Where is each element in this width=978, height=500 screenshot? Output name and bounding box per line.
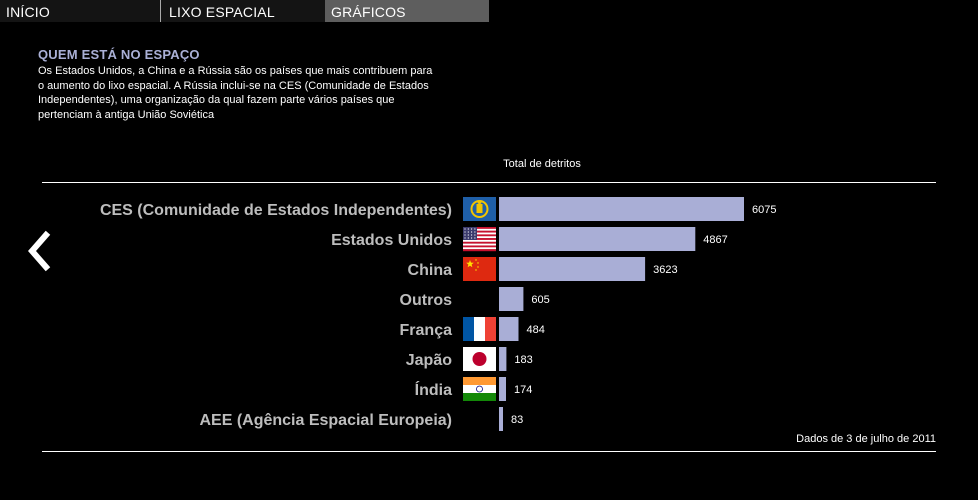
data-source-note: Dados de 3 de julho de 2011 bbox=[796, 433, 936, 445]
bar bbox=[499, 347, 507, 371]
china-flag-icon bbox=[463, 257, 496, 281]
section-description: Os Estados Unidos, a China e a Rússia sã… bbox=[38, 65, 433, 121]
section-title: QUEM ESTÁ NO ESPAÇO bbox=[38, 47, 200, 62]
category-label: AEE (Agência Espacial Europeia) bbox=[199, 412, 452, 429]
category-label: China bbox=[408, 262, 453, 279]
category-label: Estados Unidos bbox=[331, 232, 452, 249]
chevron-left-icon[interactable] bbox=[24, 230, 56, 272]
bar bbox=[499, 197, 744, 221]
nav-tab-inicio[interactable]: INÍCIO bbox=[0, 0, 160, 22]
bar bbox=[499, 257, 646, 281]
top-navigation: INÍCIO LIXO ESPACIAL GRÁFICOS bbox=[0, 0, 978, 22]
value-label: 4867 bbox=[703, 234, 727, 246]
bar bbox=[499, 317, 519, 341]
category-label: França bbox=[400, 322, 453, 339]
category-label: CES (Comunidade de Estados Independentes… bbox=[100, 202, 452, 219]
japan-flag-icon bbox=[463, 347, 496, 371]
bar bbox=[499, 287, 524, 311]
usa-flag-icon bbox=[463, 227, 496, 252]
bar bbox=[499, 407, 503, 431]
value-label: 183 bbox=[514, 354, 532, 366]
value-label: 83 bbox=[511, 414, 523, 426]
nav-tab-lixo-espacial[interactable]: LIXO ESPACIAL bbox=[160, 0, 325, 22]
category-label: Índia bbox=[415, 380, 452, 399]
value-label: 605 bbox=[531, 294, 549, 306]
value-label: 3623 bbox=[653, 264, 677, 276]
category-label: Outros bbox=[400, 292, 453, 309]
india-flag-icon bbox=[463, 377, 496, 401]
bar bbox=[499, 227, 696, 251]
chart-title: Total de detritos bbox=[503, 158, 581, 170]
value-label: 174 bbox=[514, 384, 532, 396]
category-label: Japão bbox=[406, 352, 452, 369]
bar bbox=[499, 377, 506, 401]
value-label: 484 bbox=[527, 324, 545, 336]
nav-tab-graficos[interactable]: GRÁFICOS bbox=[325, 0, 489, 22]
value-label: 6075 bbox=[752, 204, 776, 216]
ces-flag-icon bbox=[463, 197, 496, 221]
france-flag-icon bbox=[463, 317, 496, 341]
